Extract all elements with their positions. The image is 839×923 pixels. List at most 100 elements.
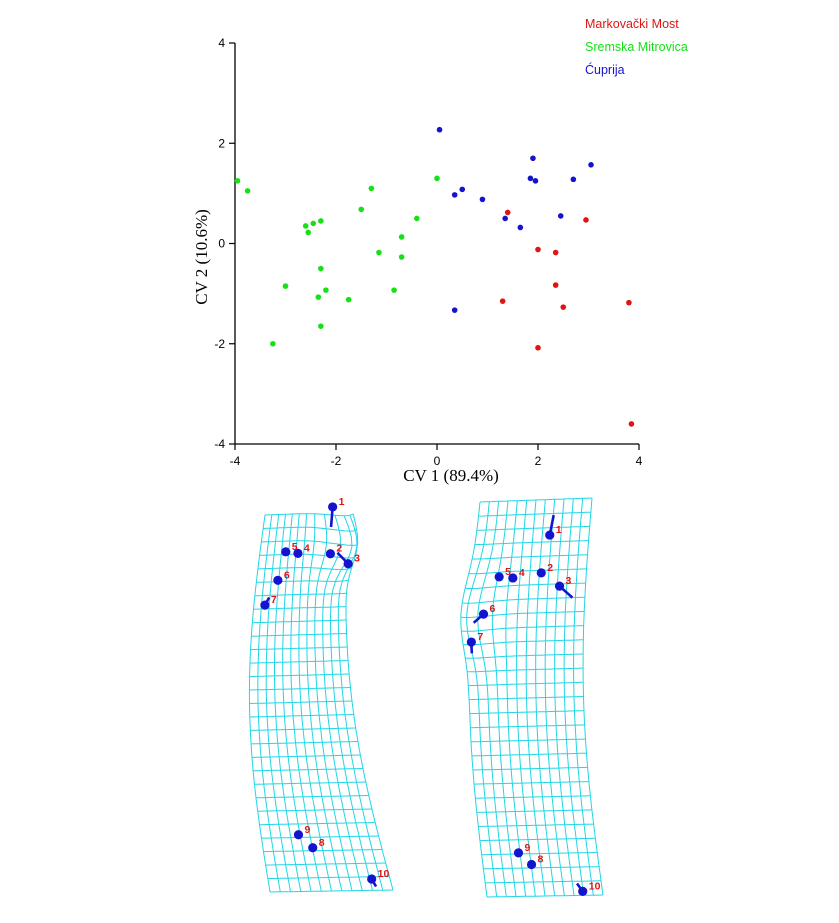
landmark-point [494, 572, 504, 582]
grid-line-horizontal [463, 639, 584, 646]
scatter-point [315, 294, 322, 300]
landmark-label: 6 [490, 603, 496, 615]
landmark-point [478, 609, 489, 619]
legend: Markovački Most Sremska Mitrovica Ćuprij… [585, 17, 688, 77]
y-tick-label: 0 [218, 237, 225, 251]
landmark-point [328, 502, 338, 512]
grid-lines [460, 497, 604, 898]
landmark-label: 5 [292, 541, 298, 553]
landmark-point [281, 547, 291, 557]
x-tick-label: 4 [636, 454, 643, 468]
grid-lines [248, 513, 394, 893]
grid-line-vertical [322, 515, 363, 891]
grid-line-horizontal [485, 880, 602, 884]
grid-line-vertical [582, 497, 604, 896]
scatter-point [552, 249, 559, 256]
scatter-point [414, 215, 420, 222]
grid-line-horizontal [249, 687, 351, 691]
landmark-point [273, 575, 283, 585]
scatter-point [560, 304, 567, 310]
series-0 [499, 209, 635, 427]
scatter-point [434, 175, 440, 182]
landmark-point [367, 874, 377, 884]
landmark-label: 1 [556, 524, 562, 536]
landmark-label: 3 [566, 575, 572, 587]
axes: -4 -2 0 2 4 -4 -2 0 2 4 [214, 36, 642, 468]
grid-line-horizontal [478, 511, 591, 517]
grid-line-horizontal [253, 768, 364, 772]
scatter-plot: -4 -2 0 2 4 -4 -2 0 2 4 CV 1 (89.4%) CV 2 (10.6%)… [192, 17, 688, 485]
landmark-point [260, 600, 270, 610]
grid-line-horizontal [469, 710, 585, 715]
x-axis-label: CV 1 (89.4%) [403, 466, 499, 485]
scatter-point [398, 234, 405, 240]
scatter-point [552, 282, 559, 288]
grid-line-horizontal [460, 610, 585, 619]
scatter-point [345, 296, 352, 303]
landmark-point [293, 830, 304, 840]
scatter-point [318, 323, 324, 330]
scatter-point [479, 196, 486, 203]
grid-line-horizontal [257, 567, 352, 571]
scatter-point [451, 307, 458, 313]
landmark-point [526, 859, 537, 870]
landmark-label: 2 [336, 543, 342, 555]
grid-line-horizontal [475, 795, 591, 799]
landmark-point [578, 886, 588, 896]
grid-line-horizontal [476, 525, 590, 531]
scatter-point [628, 421, 635, 427]
landmark-point [513, 848, 524, 858]
grid-line-horizontal [250, 646, 348, 651]
grid-line-vertical [337, 515, 384, 891]
legend-entry-sremska-mitrovica: Sremska Mitrovica [585, 40, 688, 54]
y-axis-label: CV 2 (10.6%) [192, 209, 211, 305]
landmark-point [343, 559, 353, 569]
landmark-label: 3 [354, 553, 360, 565]
grid-line-horizontal [461, 625, 584, 632]
grid-line-horizontal [483, 866, 600, 870]
scatter-point [391, 287, 397, 293]
scatter-point [557, 213, 564, 219]
grid-line-horizontal [474, 781, 589, 785]
landmark-point [508, 573, 518, 583]
grid-line-horizontal [478, 823, 594, 827]
legend-entry-cuprija: Ćuprija [585, 62, 625, 77]
grid-line-horizontal [481, 852, 598, 856]
grid-line-horizontal [249, 660, 349, 664]
grid-line-horizontal [470, 724, 585, 729]
grid-line-horizontal [265, 862, 386, 866]
x-tick-label: -4 [230, 454, 241, 468]
grid-line-horizontal [476, 809, 592, 813]
grid-line-horizontal [479, 837, 596, 842]
scatter-point [451, 192, 458, 198]
scatter-point [302, 223, 309, 229]
grid-line-horizontal [251, 633, 347, 637]
scatter-point [532, 178, 539, 184]
grid-line-horizontal [255, 795, 369, 799]
grid-line-vertical [330, 515, 373, 891]
landmark-label: 10 [589, 880, 601, 892]
y-tick-label: -4 [214, 437, 225, 451]
landmark-label: 7 [477, 631, 483, 643]
landmark-point [325, 549, 336, 559]
x-tick-label: 2 [535, 454, 542, 468]
x-tick-label: -2 [331, 454, 342, 468]
legend-entry-markovacki-most: Markovački Most [585, 17, 679, 31]
landmark-label: 6 [284, 569, 290, 581]
landmark-point [466, 637, 476, 647]
landmark-label: 9 [524, 842, 530, 854]
grid-line-horizontal [263, 849, 383, 853]
landmark-point [545, 530, 555, 540]
grid-line-horizontal [250, 727, 356, 731]
grid-line-horizontal [261, 540, 359, 546]
x-tick-label: 0 [434, 454, 441, 468]
landmark-point [308, 843, 318, 853]
scatter-point [583, 217, 589, 223]
scatter-point [504, 209, 511, 216]
scatter-point [305, 229, 312, 236]
grid-line-horizontal [470, 738, 586, 743]
scatter-point [502, 215, 508, 222]
y-tick-label: 2 [218, 136, 225, 150]
